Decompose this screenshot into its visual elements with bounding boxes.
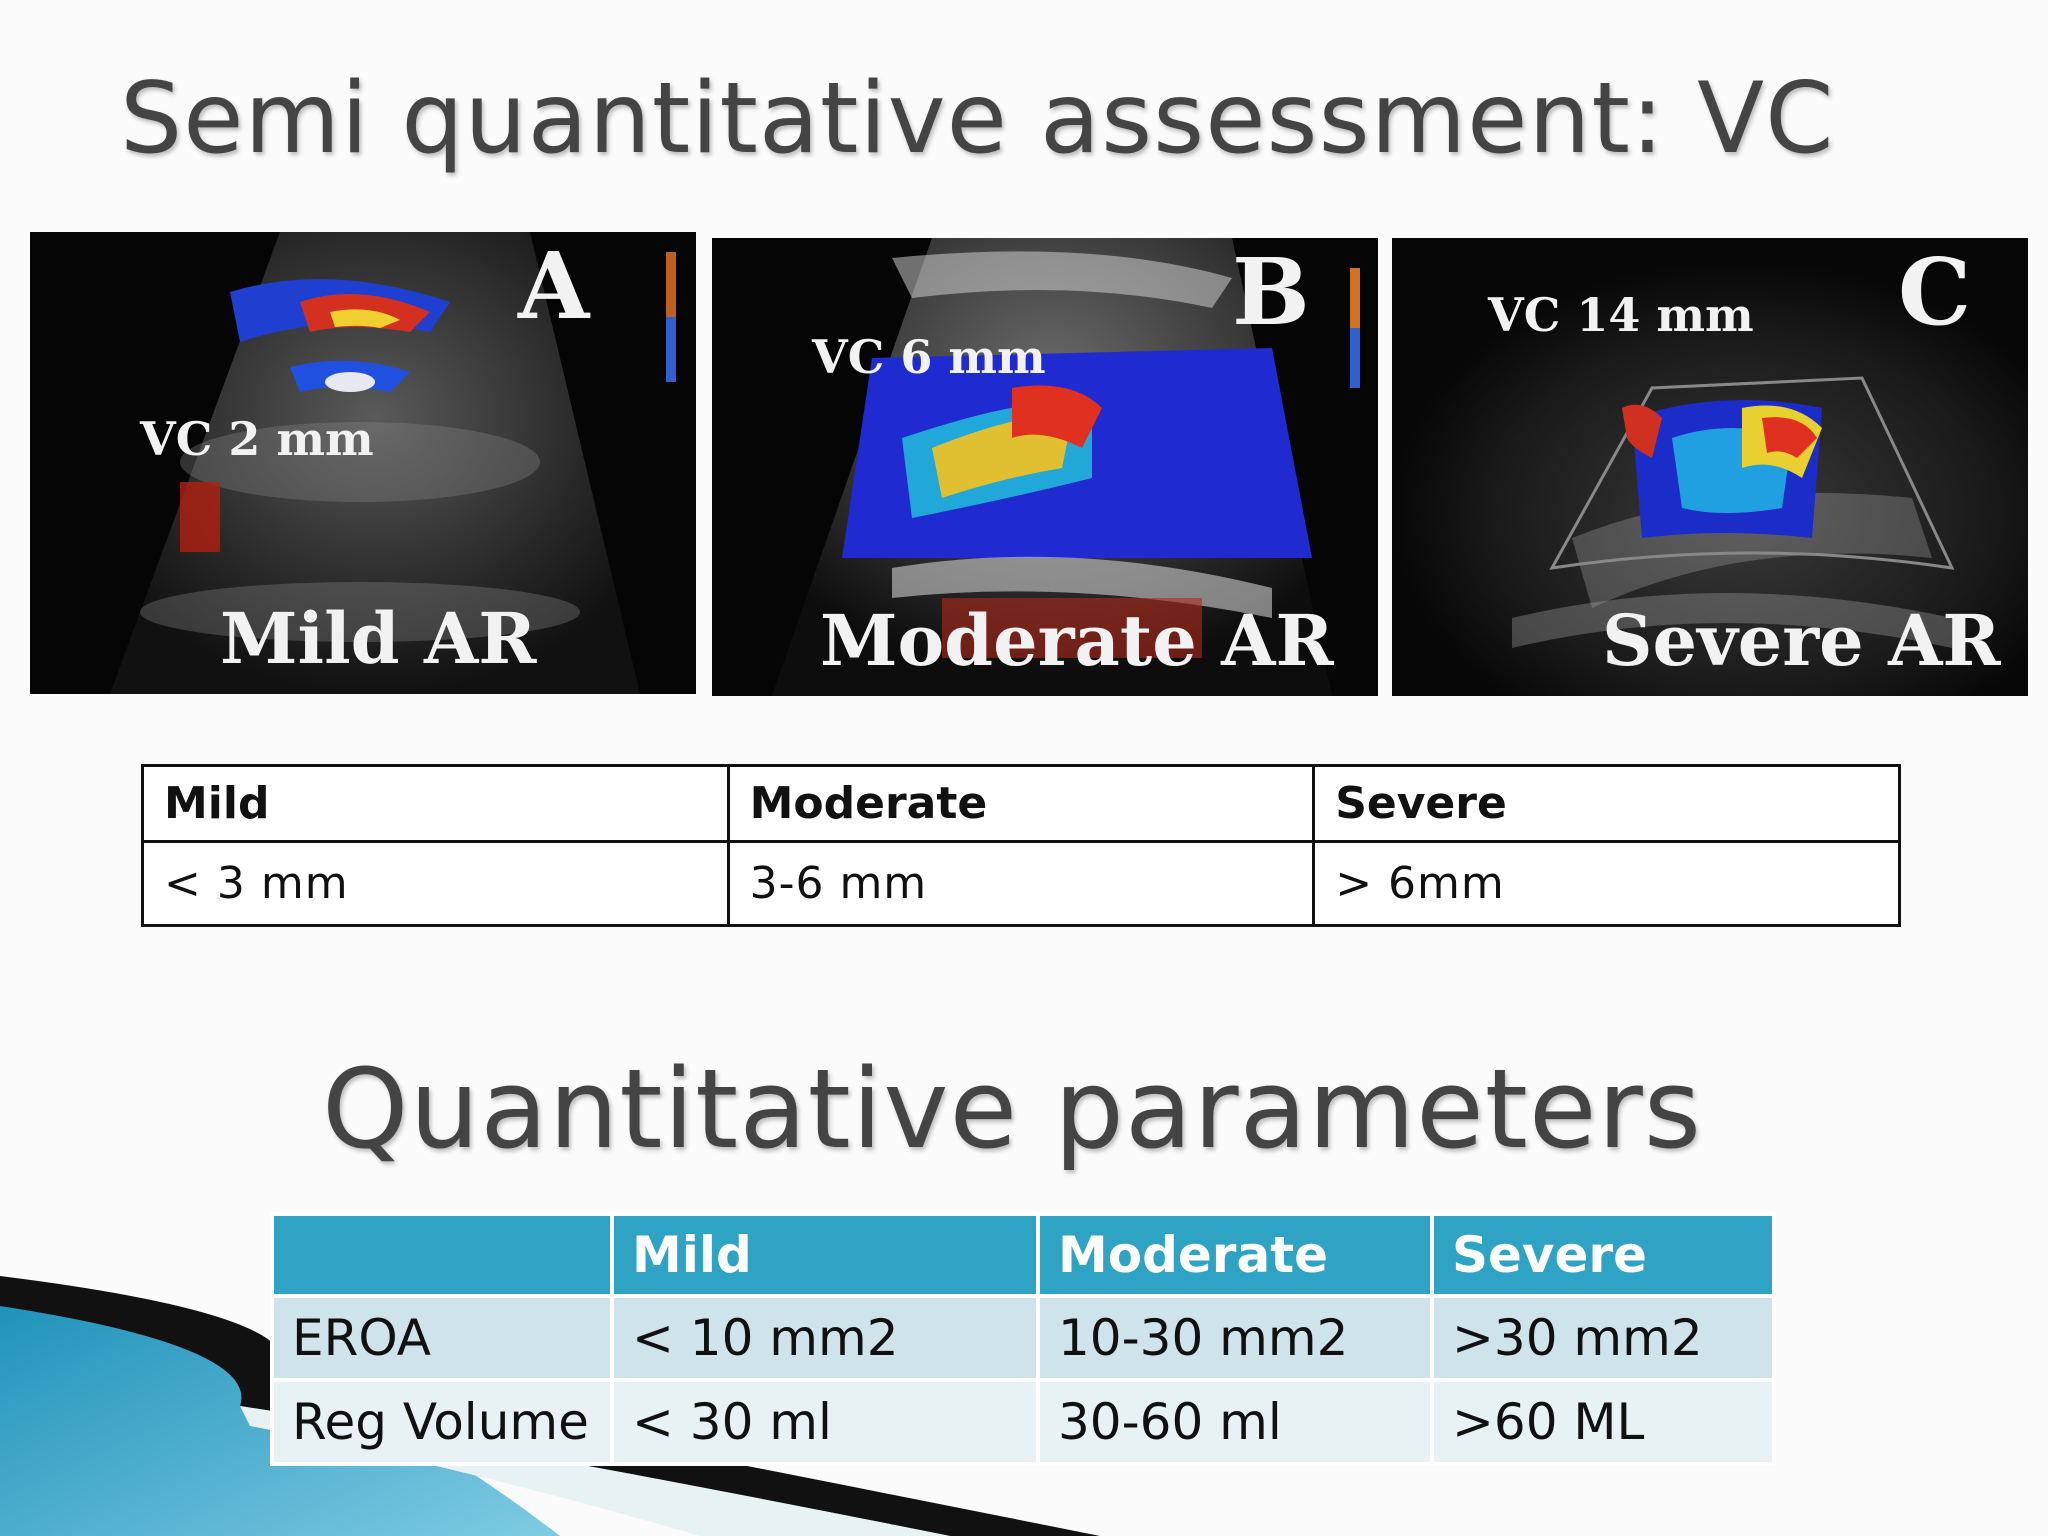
slide-title: Semi quantitative assessment: VC (120, 62, 1835, 176)
table-row: < 3 mm 3-6 mm > 6mm (141, 840, 1901, 927)
ar-grade-label: Mild AR (220, 597, 537, 680)
section-subtitle: Quantitative parameters (322, 1045, 1703, 1173)
header-cell: Severe (1312, 764, 1901, 843)
quantitative-parameters-table: Mild Moderate Severe EROA < 10 mm2 10-30… (270, 1212, 1776, 1466)
header-cell: Mild (141, 764, 730, 843)
table-header-row: Mild Moderate Severe (141, 764, 1901, 843)
echo-image-mild: A VC 2 mm Mild AR (30, 232, 696, 694)
row-label: EROA (270, 1294, 614, 1382)
vc-severity-table: Mild Moderate Severe < 3 mm 3-6 mm > 6mm (141, 764, 1901, 927)
ar-grade-label: Severe AR (1602, 599, 2001, 682)
table-header-row: Mild Moderate Severe (270, 1212, 1776, 1298)
header-cell: Moderate (726, 764, 1316, 843)
header-cell: Moderate (1036, 1212, 1434, 1298)
panel-letter: C (1898, 238, 1972, 346)
table-cell: 3-6 mm (726, 840, 1316, 927)
vc-measurement-label: VC 14 mm (1488, 288, 1754, 342)
vc-measurement-label: VC 2 mm (140, 412, 374, 466)
panel-letter: B (1232, 238, 1310, 346)
table-cell: > 6mm (1312, 840, 1901, 927)
table-cell: 10-30 mm2 (1036, 1294, 1434, 1382)
echo-doppler-graphic (1392, 238, 2028, 696)
table-cell: >60 ML (1430, 1378, 1776, 1466)
header-cell: Severe (1430, 1212, 1776, 1298)
table-cell: 30-60 ml (1036, 1378, 1434, 1466)
table-cell: < 10 mm2 (610, 1294, 1040, 1382)
header-cell: Mild (610, 1212, 1040, 1298)
row-label: Reg Volume (270, 1378, 614, 1466)
header-cell (270, 1212, 614, 1298)
echo-image-moderate: B VC 6 mm Moderate AR (712, 238, 1378, 696)
ar-grade-label: Moderate AR (820, 599, 1334, 682)
vc-measurement-label: VC 6 mm (812, 330, 1046, 384)
table-cell: < 30 ml (610, 1378, 1040, 1466)
echo-doppler-graphic (110, 232, 676, 694)
table-row: Reg Volume < 30 ml 30-60 ml >60 ML (270, 1378, 1776, 1466)
table-row: EROA < 10 mm2 10-30 mm2 >30 mm2 (270, 1294, 1776, 1382)
echo-doppler-graphic (772, 238, 1360, 696)
panel-letter: A (518, 232, 590, 340)
table-cell: < 3 mm (141, 840, 730, 927)
echo-image-severe: C VC 14 mm Severe AR (1392, 238, 2028, 696)
table-cell: >30 mm2 (1430, 1294, 1776, 1382)
